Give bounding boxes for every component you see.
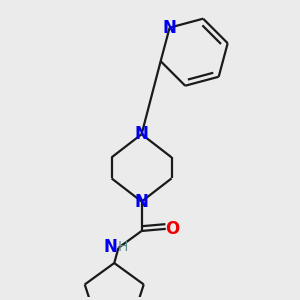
Text: N: N	[163, 19, 177, 37]
Text: N: N	[135, 193, 148, 211]
Text: H: H	[118, 240, 128, 254]
Text: O: O	[166, 220, 180, 238]
Text: N: N	[135, 125, 148, 143]
Text: N: N	[103, 238, 118, 256]
